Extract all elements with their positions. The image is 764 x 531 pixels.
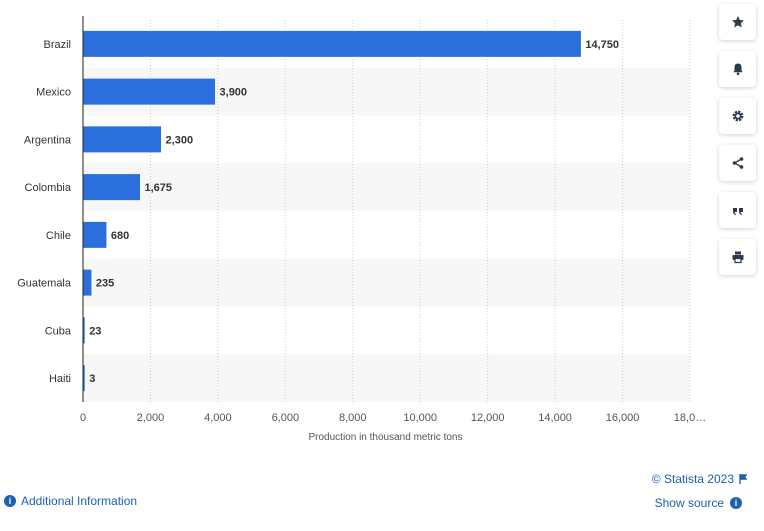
x-tick-label: 14,000 (538, 412, 572, 424)
bar (83, 221, 107, 248)
category-label: Chile (46, 230, 71, 242)
notification-button[interactable] (719, 51, 756, 87)
category-label: Brazil (43, 39, 71, 51)
x-tick-label: 6,000 (272, 412, 300, 424)
favorite-button[interactable] (719, 4, 756, 40)
print-button[interactable] (719, 239, 756, 275)
x-tick-label: 2,000 (137, 412, 165, 424)
share-icon (732, 157, 743, 169)
bar (83, 269, 92, 296)
additional-information-link[interactable]: i Additional Information (4, 494, 137, 508)
x-axis-title: Production in thousand metric tons (309, 432, 463, 443)
x-tick-label: 8,000 (339, 412, 367, 424)
bar (83, 365, 85, 392)
row-shading (83, 258, 690, 307)
data-label: 2,300 (166, 134, 194, 146)
quote-icon (732, 208, 743, 215)
x-tick-label: 4,000 (204, 412, 232, 424)
flag-icon (739, 474, 747, 484)
category-label: Mexico (36, 87, 71, 99)
category-label: Cuba (45, 325, 72, 337)
cite-button[interactable] (719, 192, 756, 228)
category-label: Colombia (25, 182, 72, 194)
share-button[interactable] (719, 145, 756, 181)
data-label: 1,675 (144, 182, 172, 194)
info-icon: i (730, 497, 742, 509)
data-label: 680 (111, 230, 129, 242)
bar (83, 78, 216, 105)
info-icon: i (4, 495, 16, 507)
bar (83, 174, 140, 201)
row-shading (83, 163, 690, 211)
bell-icon (732, 63, 743, 76)
category-label: Argentina (24, 134, 72, 146)
data-label: 3,900 (220, 87, 248, 99)
additional-information-text[interactable]: Additional Information (21, 494, 138, 508)
bar (83, 317, 85, 344)
bar-chart: 0 2,000 4,000 6,000 8,000 10,000 12,000 14,000 1… (17, 16, 705, 443)
show-source-text[interactable]: Show source (654, 496, 724, 510)
x-tick-label: 12,000 (471, 412, 505, 424)
bar (83, 126, 162, 153)
x-tick-label: 18,0… (674, 412, 705, 424)
side-toolbar (719, 4, 757, 286)
data-label: 23 (89, 325, 101, 337)
category-label: Haiti (49, 373, 71, 385)
row-shading (83, 354, 690, 402)
data-label: 235 (96, 278, 114, 290)
show-source-link[interactable]: Show source i (655, 496, 747, 510)
x-tick-label: 0 (80, 412, 86, 424)
category-label: Guatemala (17, 278, 72, 290)
gear-icon (732, 110, 743, 122)
data-label: 3 (89, 373, 95, 385)
print-icon (732, 251, 743, 264)
x-tick-label: 10,000 (403, 412, 437, 424)
settings-button[interactable] (719, 98, 756, 134)
star-icon (731, 16, 744, 28)
data-label: 14,750 (585, 39, 619, 51)
bar (83, 30, 581, 57)
x-tick-label: 16,000 (606, 412, 640, 424)
statista-credit[interactable]: © Statista 2023 (652, 472, 747, 486)
credit-text[interactable]: © Statista 2023 (651, 472, 734, 486)
